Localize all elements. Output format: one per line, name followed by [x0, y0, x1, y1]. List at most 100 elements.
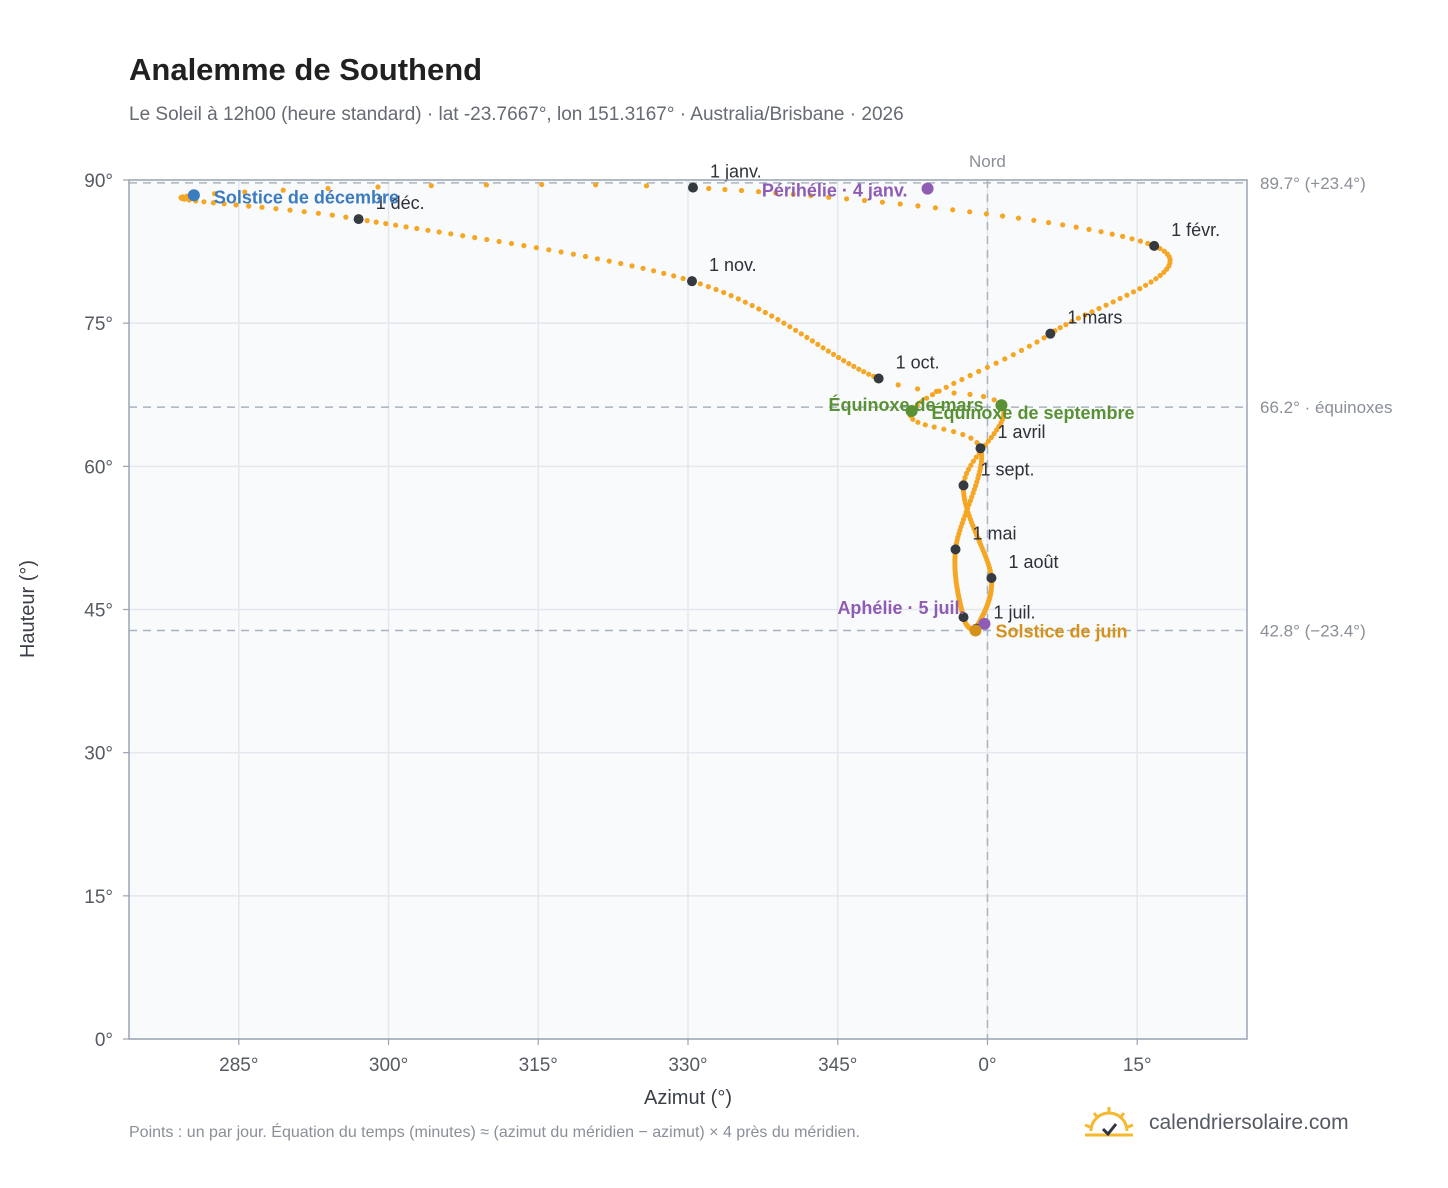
event-marker: [995, 399, 1008, 412]
analemma-day-dot: [1130, 289, 1137, 295]
analemma-day-dot: [749, 302, 755, 309]
y-tick-label: 90°: [84, 171, 113, 192]
analemma-day-dot: [671, 273, 677, 279]
analemma-day-dot: [968, 462, 974, 468]
analemma-day-dot: [775, 316, 781, 323]
analemma-day-dot: [661, 270, 667, 276]
analemma-day-dot: [1096, 305, 1102, 312]
analemma-day-dot: [918, 399, 925, 405]
event-label: Solstice de juin: [995, 621, 1127, 641]
analemma-day-dot: [1010, 352, 1016, 358]
month-label: 1 janv.: [710, 162, 762, 182]
analemma-day-dot: [787, 324, 793, 330]
analemma-day-dot: [1002, 356, 1008, 362]
month-marker: [686, 276, 697, 287]
analemma-day-dot: [546, 247, 552, 253]
y-axis-ticks: 0° 15° 30° 45° 60° 75° 90°: [84, 171, 129, 1051]
event-label: Périhélie · 4 janv.: [762, 181, 908, 201]
analemma-day-dot: [861, 369, 867, 375]
analemma-day-dot: [287, 207, 293, 213]
analemma-day-dot: [910, 416, 916, 422]
analemma-day-dot: [414, 225, 420, 232]
event-markers: Solstice de décembre Périhélie · 4 janv. É…: [187, 181, 1135, 641]
analemma-day-dot: [1137, 238, 1143, 244]
analemma-day-dot: [970, 458, 977, 464]
analemma-day-dot: [895, 382, 901, 388]
analemma-day-dot: [1129, 236, 1135, 242]
x-tick-label: 15°: [1123, 1055, 1152, 1076]
reference-line-label: 66.2° · équinoxes: [1260, 398, 1393, 417]
analemma-day-dot: [808, 193, 814, 199]
month-marker: [986, 573, 997, 584]
analemma-day-dot: [643, 183, 650, 189]
analemma-day-dot: [393, 222, 399, 228]
analemma-day-dot: [1041, 335, 1047, 341]
brand[interactable]: calendriersolaire.com: [1083, 1101, 1349, 1145]
analemma-day-dot: [373, 219, 379, 225]
month-label: 1 sept.: [981, 459, 1035, 479]
analemma-day-dot: [966, 466, 972, 472]
analemma-day-dot: [364, 218, 370, 224]
north-label: Nord: [969, 152, 1006, 171]
analemma-day-dot: [762, 309, 768, 316]
analemma-day-dot: [984, 364, 991, 370]
analemma-day-dot: [866, 371, 872, 377]
analemma-day-dot: [1063, 322, 1069, 328]
analemma-day-dot: [375, 184, 381, 190]
analemma-day-dot: [640, 265, 646, 271]
month-marker: [1045, 328, 1056, 339]
analemma-day-dot: [593, 182, 599, 188]
reference-line-label: 42.8° (−23.4°): [1260, 621, 1366, 640]
analemma-day-dot: [1161, 269, 1167, 275]
analemma-day-dot: [964, 470, 970, 476]
analemma-day-dot: [1034, 339, 1040, 345]
analemma-day-dot: [836, 354, 842, 361]
analemma-day-dot: [1046, 220, 1052, 226]
analemma-day-dot: [651, 268, 657, 274]
month-label: 1 mars: [1067, 308, 1122, 328]
analemma-day-dot: [985, 438, 992, 444]
analemma-day-dot: [721, 289, 727, 296]
analemma-day-dot: [861, 197, 868, 204]
event-marker: [187, 189, 200, 202]
event-marker: [921, 182, 934, 195]
analemma-day-dot: [1057, 325, 1063, 331]
analemma-day-dot: [1069, 318, 1075, 324]
analemma-day-dot: [915, 203, 921, 209]
month-marker: [975, 443, 986, 454]
analemma-day-dot: [1137, 286, 1143, 292]
analemma-day-dot: [793, 327, 799, 333]
analemma-day-dot: [922, 422, 928, 428]
analemma-day-dot: [841, 358, 847, 364]
x-tick-label: 285°: [219, 1055, 258, 1076]
analemma-day-dot: [606, 258, 612, 264]
analemma-day-dot: [915, 386, 921, 392]
x-tick-label: 300°: [369, 1055, 408, 1076]
analemma-day-dot: [933, 388, 940, 394]
analemma-day-dot: [436, 229, 442, 235]
month-marker: [958, 480, 969, 491]
event-label: Équinoxe de septembre: [931, 402, 1134, 423]
analemma-day-dot: [508, 240, 515, 247]
analemma-day-dot: [521, 243, 527, 249]
analemma-day-dot: [1086, 226, 1092, 232]
analemma-day-dot: [914, 402, 920, 408]
analemma-day-dot: [993, 360, 999, 366]
x-axis-ticks: 285° 300° 315° 330° 345° 0° 15°: [219, 1039, 1152, 1076]
analemma-day-dot: [941, 426, 947, 432]
month-label: 1 juil.: [993, 603, 1035, 623]
analemma-day-dot: [980, 393, 987, 400]
analemma-day-dot: [973, 454, 979, 460]
analemma-day-dot: [897, 201, 903, 207]
analemma-day-dot: [846, 361, 852, 367]
analemma-day-dot: [713, 286, 719, 293]
event-marker: [978, 617, 991, 630]
analemma-day-dot: [790, 191, 796, 197]
analemma-day-dot: [967, 209, 973, 215]
analemma-day-dot: [815, 341, 821, 347]
analemma-day-dot: [201, 199, 207, 205]
analemma-day-dot: [991, 431, 997, 437]
y-tick-label: 45°: [84, 601, 113, 622]
analemma-day-dot: [1098, 229, 1104, 235]
month-markers: 1 janv. 1 févr. 1 mars 1 avril 1 mai 1 juil. 1…: [353, 162, 1220, 634]
